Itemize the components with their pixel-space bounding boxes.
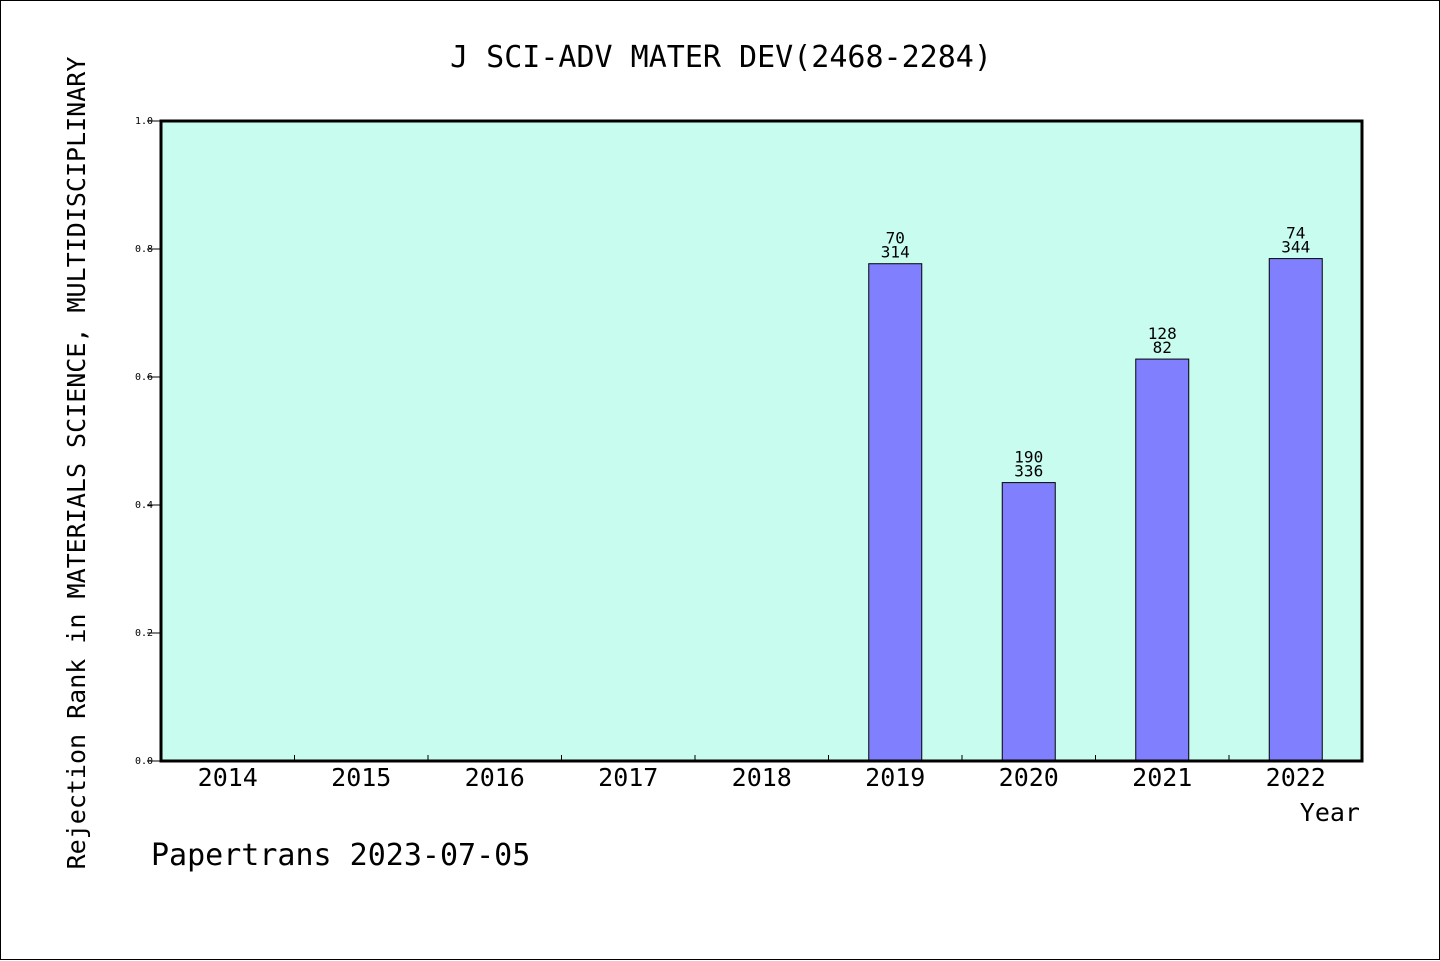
- chart-title: J SCI-ADV MATER DEV(2468-2284): [450, 40, 992, 75]
- x-tick-label-2017: 2017: [598, 763, 658, 792]
- footer-credit: Papertrans 2023-07-05: [151, 838, 530, 873]
- data-label-2020-top: 190: [1014, 448, 1043, 467]
- y-tick-label: 0.0: [135, 756, 153, 767]
- plot-frame: [159, 119, 1364, 763]
- x-tick-label-2014: 2014: [198, 763, 258, 792]
- data-label-2021-top: 128: [1148, 324, 1177, 343]
- data-label-2019-top: 70: [886, 229, 905, 248]
- x-axis-label: Year: [1300, 798, 1360, 827]
- x-tick-label-2019: 2019: [865, 763, 925, 792]
- data-label-2022-top: 74: [1286, 224, 1305, 243]
- data-label-2022-bottom: 344: [1281, 238, 1310, 257]
- x-tick-label-2015: 2015: [331, 763, 391, 792]
- data-label-2020-bottom: 336: [1014, 462, 1043, 481]
- ticks-layer: 2014 2015 2016 2017 2018 2019 2020 2021 2022 0.0 0…: [135, 116, 1326, 792]
- y-tick-label: 0.4: [135, 500, 153, 511]
- y-tick-label: 0.6: [135, 372, 153, 383]
- y-tick-label: 0.8: [135, 244, 153, 255]
- bar-2020: [1001, 482, 1056, 762]
- data-label-2021-bottom: 82: [1153, 338, 1172, 357]
- y-tick-label: 0.2: [135, 628, 153, 639]
- data-label-2019-bottom: 314: [881, 243, 910, 262]
- x-tick-label-2018: 2018: [732, 763, 792, 792]
- y-axis-label: Rejection Rank in MATERIALS SCIENCE, MUL…: [62, 57, 91, 870]
- y-tick-label: 1.0: [135, 116, 153, 127]
- x-tick-label-2021: 2021: [1132, 763, 1192, 792]
- x-tick-label-2022: 2022: [1266, 763, 1326, 792]
- bar-2019: [868, 263, 923, 762]
- x-tick-label-2020: 2020: [999, 763, 1059, 792]
- bar-2021: [1135, 358, 1190, 762]
- x-tick-label-2016: 2016: [465, 763, 525, 792]
- bar-2022: [1268, 258, 1323, 762]
